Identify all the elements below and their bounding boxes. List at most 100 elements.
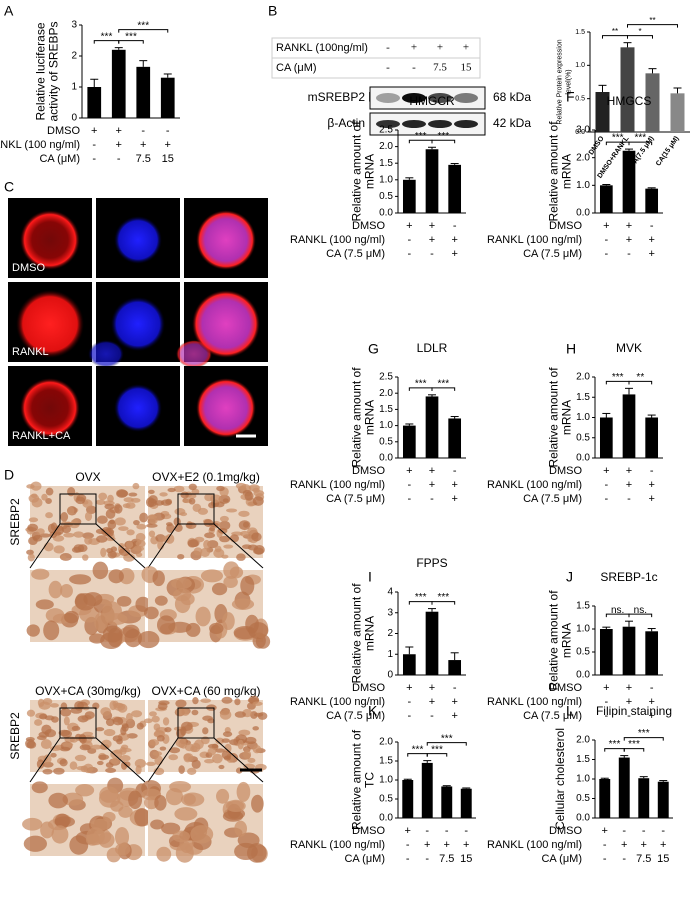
chart-title: MVK bbox=[616, 341, 642, 355]
cell-stain bbox=[238, 510, 250, 517]
blot-band bbox=[428, 120, 452, 128]
cell-stain bbox=[177, 553, 185, 560]
cell-stain bbox=[244, 491, 254, 501]
y-tick-label: 1.0 bbox=[576, 412, 590, 423]
cell-stain bbox=[60, 584, 73, 598]
condition-value: - bbox=[407, 234, 411, 246]
cell-stain bbox=[149, 711, 157, 717]
cell-stain bbox=[166, 523, 175, 533]
cell-stain bbox=[61, 525, 72, 534]
cell-stain bbox=[165, 498, 173, 505]
condition-value: - bbox=[92, 139, 96, 151]
y-tick-label: 1.5 bbox=[576, 392, 590, 403]
cell-stain bbox=[251, 532, 262, 542]
cell-stain bbox=[195, 606, 211, 627]
condition-value: + bbox=[451, 696, 457, 708]
cell-stain bbox=[101, 739, 112, 749]
cell-stain bbox=[125, 540, 134, 549]
y-axis-label: Relative amount of bbox=[350, 729, 364, 830]
condition-value: + bbox=[91, 125, 97, 137]
condition-label: CA (μM) bbox=[541, 853, 582, 865]
y-tick-label: 1.5 bbox=[575, 29, 585, 36]
y-tick-label: 1 bbox=[71, 82, 77, 93]
cell-stain bbox=[136, 523, 147, 530]
condition-value: - bbox=[604, 710, 608, 722]
y-tick-label: 1 bbox=[387, 649, 393, 660]
y-tick-label: 0.0 bbox=[576, 813, 590, 824]
y-tick-label: 2.0 bbox=[379, 388, 393, 399]
cell-stain bbox=[84, 536, 93, 545]
cell-stain bbox=[143, 606, 159, 620]
significance-bracket bbox=[628, 141, 653, 146]
cell-stain bbox=[157, 702, 168, 711]
condition-value: - bbox=[406, 853, 410, 865]
y-tick-label: 3 bbox=[71, 20, 77, 31]
cell bbox=[16, 290, 84, 358]
condition-value: - bbox=[622, 853, 626, 865]
condition-label: DMSO bbox=[352, 465, 385, 477]
cell-stain bbox=[219, 709, 232, 720]
significance-label: *** bbox=[137, 20, 149, 31]
cell-stain bbox=[96, 515, 108, 524]
cell-stain bbox=[74, 700, 84, 711]
zoom-line bbox=[29, 737, 61, 783]
y-axis-label: Relative Protein expression bbox=[556, 39, 563, 124]
condition-label: DMSO bbox=[549, 682, 582, 694]
zoom-box bbox=[177, 707, 215, 739]
cell-stain bbox=[84, 511, 93, 522]
y-axis-label: Relative amount of bbox=[547, 367, 561, 468]
cell-stain bbox=[180, 792, 205, 807]
cell-stain bbox=[175, 738, 187, 748]
condition-label: CA (7.5 μM) bbox=[523, 710, 582, 722]
condition-label: RANKL (100 ng/ml) bbox=[487, 479, 582, 491]
cell-stain bbox=[175, 843, 194, 863]
cell-stain bbox=[221, 738, 230, 743]
cell-stain bbox=[27, 553, 35, 562]
cell-stain bbox=[38, 731, 50, 738]
panel-letter: K bbox=[368, 703, 378, 719]
condition-value: + bbox=[140, 139, 146, 151]
condition-value: - bbox=[117, 153, 121, 165]
condition-value: + bbox=[429, 682, 435, 694]
cell-stain bbox=[107, 519, 117, 530]
condition-value: - bbox=[464, 825, 468, 837]
bar bbox=[421, 762, 433, 818]
cell-stain bbox=[172, 830, 191, 843]
cell-stain bbox=[120, 744, 129, 750]
blot-band bbox=[428, 93, 452, 103]
y-tick-label: 0.0 bbox=[576, 208, 590, 219]
y-tick-label: 1.0 bbox=[379, 420, 393, 431]
condition-value: + bbox=[429, 220, 435, 232]
cell-stain bbox=[135, 552, 143, 557]
cell-stain bbox=[113, 749, 123, 754]
panel-letter: G bbox=[368, 341, 379, 357]
cell-stain bbox=[212, 753, 223, 764]
condition-value: - bbox=[603, 839, 607, 851]
condition-value: - bbox=[425, 825, 429, 837]
cell-stain bbox=[34, 719, 43, 726]
cell-stain bbox=[42, 761, 54, 768]
cell-stain bbox=[67, 506, 75, 515]
blot-band bbox=[402, 120, 426, 128]
y-axis-label: Cellular cholesterol bbox=[553, 728, 567, 830]
y-axis-label: mRNA bbox=[560, 400, 574, 435]
bar bbox=[402, 179, 416, 213]
cell-stain bbox=[75, 784, 95, 797]
condition-value: - bbox=[92, 153, 96, 165]
cell-stain bbox=[200, 569, 224, 583]
zoom-line bbox=[29, 523, 61, 569]
significance-label: * bbox=[638, 27, 641, 36]
significance-bracket bbox=[627, 35, 653, 39]
panel-letter: J bbox=[566, 569, 573, 585]
cell-stain bbox=[126, 529, 135, 536]
cell-stain bbox=[187, 539, 199, 548]
significance-label: *** bbox=[437, 131, 449, 142]
significance-label: *** bbox=[437, 592, 449, 603]
bar bbox=[460, 788, 472, 818]
cell-stain bbox=[116, 595, 132, 607]
cell-stain bbox=[43, 620, 60, 641]
bar bbox=[620, 47, 635, 133]
cell-stain bbox=[237, 739, 244, 750]
cell-stain bbox=[112, 717, 124, 726]
y-tick-label: 2.0 bbox=[379, 737, 393, 748]
